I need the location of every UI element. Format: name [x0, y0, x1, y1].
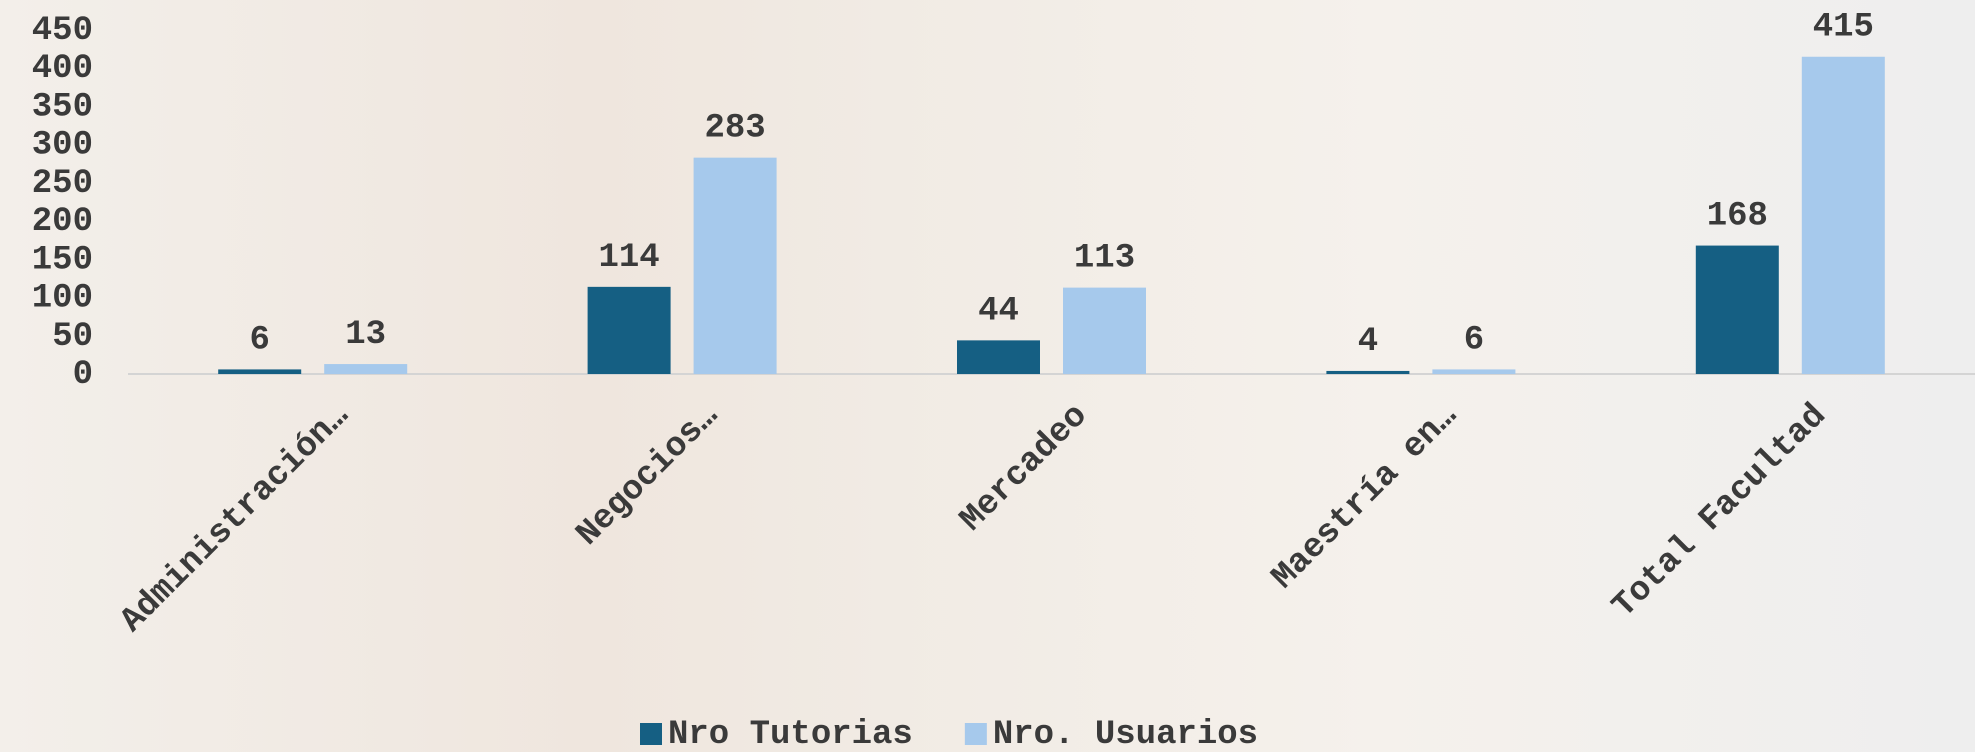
y-tick-label: 0	[73, 356, 93, 394]
y-tick-label: 150	[32, 241, 93, 279]
value-label: 113	[1074, 240, 1135, 278]
y-tick-label: 200	[32, 203, 93, 241]
y-tick-label: 50	[52, 318, 93, 356]
legend-swatch	[640, 723, 662, 745]
bar	[1326, 371, 1409, 374]
y-tick-label: 100	[32, 280, 93, 318]
value-label: 13	[345, 316, 386, 354]
bar	[694, 158, 777, 374]
value-label: 6	[1464, 321, 1484, 359]
x-tick-label: Maestría en…	[1265, 397, 1465, 597]
bar	[1802, 57, 1885, 374]
y-tick-label: 350	[32, 88, 93, 126]
bar	[957, 340, 1040, 374]
bar	[1063, 288, 1146, 374]
legend-swatch	[965, 723, 987, 745]
legend-label: Nro Tutorias	[668, 716, 913, 752]
x-tick-label: Negocios…	[570, 397, 727, 554]
y-tick-label: 450	[32, 12, 93, 50]
x-tick-label: Mercadeo	[953, 397, 1095, 539]
y-tick-label: 400	[32, 50, 93, 88]
bar	[1432, 369, 1515, 374]
value-label: 4	[1358, 323, 1378, 361]
value-label: 44	[978, 292, 1019, 330]
value-label: 114	[598, 239, 659, 277]
bar	[218, 369, 301, 374]
value-label: 415	[1813, 9, 1874, 47]
bar	[1696, 246, 1779, 374]
bar	[324, 364, 407, 374]
y-tick-label: 300	[32, 127, 93, 165]
legend-label: Nro. Usuarios	[993, 716, 1258, 752]
chart: 050100150200250300350400450 Administració…	[0, 0, 1975, 752]
x-tick-label: Total Facultad	[1606, 397, 1835, 626]
bar	[588, 287, 671, 374]
y-tick-label: 250	[32, 165, 93, 203]
value-label: 168	[1707, 198, 1768, 236]
x-tick-label: Administración…	[114, 397, 357, 640]
value-label: 6	[249, 321, 269, 359]
value-label: 283	[704, 110, 765, 148]
